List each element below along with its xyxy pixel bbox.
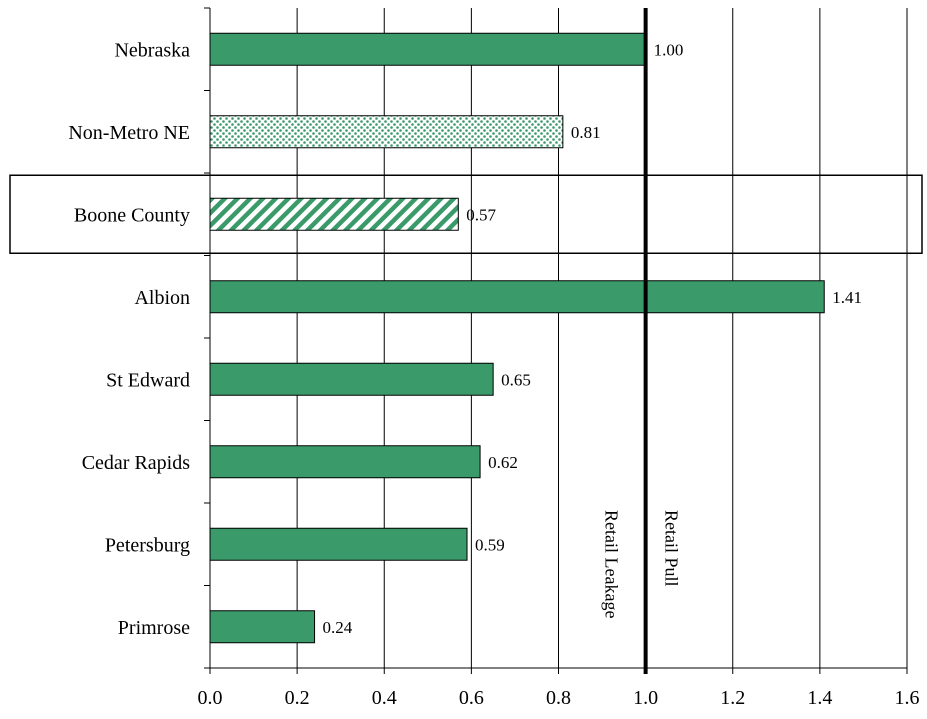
retail-leakage-label: Retail Leakage <box>602 510 622 618</box>
bar-non-metro-ne <box>209 115 564 149</box>
category-label-albion: Albion <box>134 287 190 309</box>
data-label-nebraska: 1.00 <box>654 40 684 59</box>
data-label-non-metro-ne: 0.81 <box>571 123 601 142</box>
x-tick-label-6: 1.2 <box>720 687 745 709</box>
x-tick-label-2: 0.4 <box>372 687 397 709</box>
x-tick-label-1: 0.2 <box>285 687 310 709</box>
x-tick-label-7: 1.4 <box>807 687 832 709</box>
category-label-non-metro-ne: Non-Metro NE <box>68 122 190 144</box>
category-label-petersburg: Petersburg <box>105 534 190 556</box>
x-tick-label-3: 0.6 <box>459 687 484 709</box>
category-label-nebraska: Nebraska <box>114 39 190 61</box>
category-label-boone-county: Boone County <box>74 204 190 226</box>
x-tick-label-5: 1.0 <box>633 687 658 709</box>
bars <box>209 32 825 644</box>
bar-albion <box>209 280 825 314</box>
bar-primrose <box>209 610 316 644</box>
data-label-st-edward: 0.65 <box>501 370 531 389</box>
highlight-box <box>9 174 923 254</box>
x-tick-label-8: 1.6 <box>895 687 920 709</box>
retail-pull-label: Retail Pull <box>662 510 682 587</box>
data-label-petersburg: 0.59 <box>475 535 505 554</box>
data-label-albion: 1.41 <box>832 288 862 307</box>
data-label-boone-county: 0.57 <box>466 205 496 224</box>
x-tick-label-0: 0.0 <box>198 687 223 709</box>
bar-petersburg <box>209 527 468 561</box>
bar-st-edward <box>209 362 494 396</box>
bar-cedar-rapids <box>209 445 481 479</box>
bar-nebraska <box>209 32 647 66</box>
data-label-cedar-rapids: 0.62 <box>488 453 518 472</box>
labels: 0.0 0.2 0.4 0.6 0.8 1.0 1.2 1.4 1.6 Nebraska 1.00 N… <box>68 39 919 709</box>
category-label-st-edward: St Edward <box>106 369 190 391</box>
axes <box>9 7 923 674</box>
category-label-primrose: Primrose <box>118 617 190 639</box>
category-label-cedar-rapids: Cedar Rapids <box>82 452 191 474</box>
data-label-primrose: 0.24 <box>323 618 353 637</box>
x-tick-label-4: 0.8 <box>546 687 571 709</box>
bar-boone-county <box>209 197 459 231</box>
